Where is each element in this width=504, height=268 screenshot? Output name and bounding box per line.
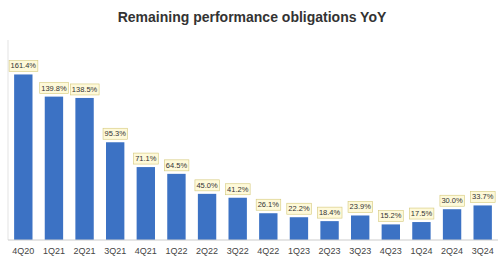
- bar: [229, 198, 247, 240]
- data-label-box: [348, 201, 373, 212]
- data-label: 33.7%: [471, 191, 496, 202]
- data-label-text: 22.2%: [288, 204, 310, 213]
- data-label-text: 64.5%: [166, 161, 188, 170]
- data-label-box: [226, 184, 251, 195]
- x-tick-label: 3Q22: [227, 246, 249, 256]
- data-label: 22.2%: [287, 203, 312, 214]
- x-tick-label: 3Q23: [349, 246, 371, 256]
- chart: Remaining performance obligations YoY 4Q2…: [0, 0, 504, 268]
- data-label: 64.5%: [164, 160, 189, 171]
- bar: [320, 221, 338, 240]
- x-tick-label: 3Q21: [104, 246, 126, 256]
- y-axis-line: [8, 40, 9, 240]
- data-label: 139.8%: [40, 83, 69, 94]
- data-label-box: [164, 160, 189, 171]
- data-label: 41.2%: [226, 184, 251, 195]
- data-label-box: [256, 199, 281, 210]
- bars: [14, 74, 492, 240]
- x-tick-label: 4Q22: [257, 246, 279, 256]
- data-label-text: 18.4%: [319, 208, 341, 217]
- data-label-text: 139.8%: [41, 84, 67, 93]
- bar: [137, 167, 155, 240]
- data-label-box: [317, 207, 342, 218]
- data-label: 45.0%: [195, 180, 220, 191]
- data-label-text: 161.4%: [11, 61, 37, 70]
- background: [0, 0, 504, 268]
- data-label-box: [9, 60, 38, 71]
- data-label-text: 30.0%: [441, 196, 463, 205]
- bar: [198, 194, 216, 240]
- x-tick-label: 4Q21: [135, 246, 157, 256]
- bar: [14, 74, 32, 240]
- data-label: 26.1%: [256, 199, 281, 210]
- bar: [106, 142, 124, 240]
- x-tick-label: 1Q21: [43, 246, 65, 256]
- title: Remaining performance obligations YoY: [118, 9, 387, 25]
- bar: [259, 213, 277, 240]
- data-label-text: 23.9%: [350, 202, 372, 211]
- x-tick-label: 2Q21: [74, 246, 96, 256]
- bar: [443, 209, 461, 240]
- data-label: 95.3%: [103, 128, 128, 139]
- data-label-text: 45.0%: [196, 181, 218, 190]
- x-tick-label: 4Q23: [380, 246, 402, 256]
- bar: [351, 215, 369, 240]
- x-tick-label: 2Q23: [319, 246, 341, 256]
- data-label: 15.2%: [379, 210, 404, 221]
- data-label-text: 71.1%: [135, 154, 157, 163]
- data-labels: 161.4% 139.8% 138.5% 95.3% 71.1% 64.5% 45.0% 41…: [9, 60, 495, 221]
- x-tick-label: 1Q24: [410, 246, 432, 256]
- data-label-text: 15.2%: [380, 211, 402, 220]
- data-label-box: [440, 195, 465, 206]
- x-tick-label: 1Q23: [288, 246, 310, 256]
- data-label-text: 138.5%: [72, 85, 98, 94]
- x-tick-label: 4Q20: [12, 246, 34, 256]
- data-label-box: [134, 153, 159, 164]
- data-label-box: [70, 84, 99, 95]
- data-label-box: [287, 203, 312, 214]
- data-label-text: 95.3%: [105, 129, 127, 138]
- bar: [167, 174, 185, 240]
- bar: [290, 217, 308, 240]
- x-tick-label: 1Q22: [165, 246, 187, 256]
- data-label: 23.9%: [348, 201, 373, 212]
- data-label: 30.0%: [440, 195, 465, 206]
- bar: [75, 98, 93, 240]
- data-label-box: [409, 208, 434, 219]
- bar: [412, 222, 430, 240]
- data-label: 17.5%: [409, 208, 434, 219]
- data-label: 138.5%: [70, 84, 99, 95]
- bar: [474, 205, 492, 240]
- x-tick-label: 2Q24: [441, 246, 463, 256]
- x-tick-label: 2Q22: [196, 246, 218, 256]
- data-label-text: 33.7%: [472, 192, 494, 201]
- data-label-box: [379, 210, 404, 221]
- data-label-text: 17.5%: [411, 209, 433, 218]
- data-label-text: 41.2%: [227, 185, 249, 194]
- x-tick-label: 3Q24: [472, 246, 494, 256]
- data-label-text: 26.1%: [258, 200, 280, 209]
- data-label: 71.1%: [134, 153, 159, 164]
- data-label-box: [471, 191, 496, 202]
- data-label-box: [195, 180, 220, 191]
- x-axis-line: [8, 240, 498, 241]
- data-label: 161.4%: [9, 60, 38, 71]
- bar: [382, 224, 400, 240]
- data-label: 18.4%: [317, 207, 342, 218]
- bar: [45, 97, 63, 240]
- data-label-box: [103, 128, 128, 139]
- data-label-box: [40, 83, 69, 94]
